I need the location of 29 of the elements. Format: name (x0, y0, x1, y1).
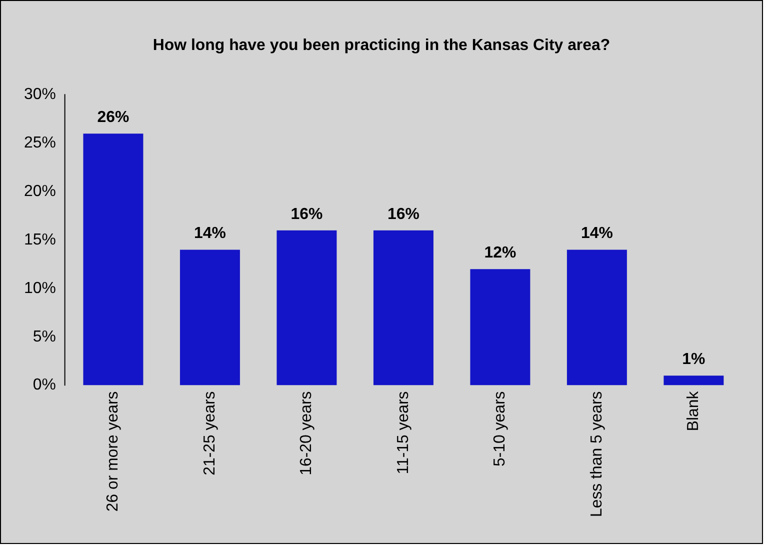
bar (664, 376, 724, 386)
x-tick-label: Less than 5 years (588, 391, 606, 518)
bar (470, 269, 530, 386)
y-tick-label: 0% (32, 376, 56, 394)
y-tick-label: 25% (24, 134, 56, 152)
x-tick-label: Blank (685, 391, 702, 432)
y-tick-label: 10% (24, 280, 56, 297)
y-tick-label: 30% (24, 86, 56, 104)
x-tick-label: 11-15 years (394, 391, 412, 474)
data-label: 12% (484, 244, 516, 262)
chart-title: How long have you been practicing in the Kansas City area? (152, 36, 610, 54)
data-label: 26% (97, 109, 130, 126)
bar (276, 230, 337, 386)
data-label: 14% (194, 225, 226, 242)
data-label: 16% (387, 206, 420, 223)
bar (566, 250, 627, 386)
y-tick-label: 15% (24, 231, 56, 248)
bar (83, 134, 144, 386)
x-tick-label: 21-25 years (201, 391, 218, 476)
x-tick-label: 16-20 years (298, 391, 316, 476)
y-tick-label: 5% (32, 328, 56, 346)
bar (180, 250, 240, 386)
y-tick-label: 20% (24, 183, 56, 200)
data-label: 1% (682, 351, 706, 368)
x-tick-label: 5-10 years (492, 391, 509, 467)
x-tick-label: 26 or more years (104, 391, 122, 512)
data-label: 14% (580, 225, 613, 242)
bar (373, 230, 434, 386)
data-label: 16% (290, 206, 323, 223)
